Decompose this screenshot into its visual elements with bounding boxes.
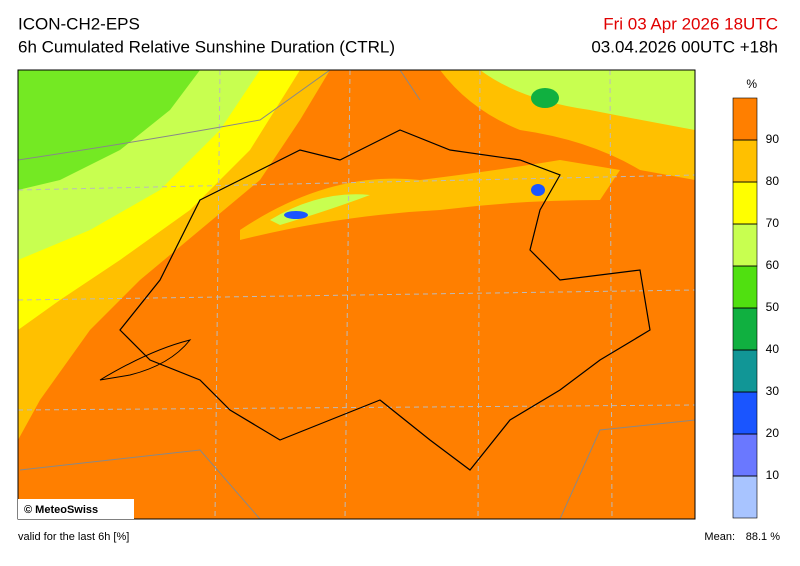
colorbar-unit: % <box>746 77 757 91</box>
copyright-box <box>18 499 134 519</box>
colorbar-tick-label: 90 <box>766 132 780 146</box>
colorbar-tick-label: 80 <box>766 174 780 188</box>
product-title: 6h Cumulated Relative Sunshine Duration … <box>18 37 395 56</box>
colorbar-segment <box>732 139 758 183</box>
mean-label: Mean: <box>704 531 735 543</box>
copyright: © MeteoSwiss <box>24 504 98 516</box>
colorbar-segment <box>732 349 758 393</box>
colorbar-tick-label: 30 <box>766 384 780 398</box>
valid-time: Fri 03 Apr 2026 18UTC <box>603 14 778 33</box>
colorbar-segment <box>732 265 758 309</box>
colorbar-segment <box>732 433 758 477</box>
field-area <box>480 70 695 130</box>
field-area <box>240 160 620 240</box>
footer-note: valid for the last 6h [%] <box>18 531 129 543</box>
colorbar-segment <box>732 223 758 267</box>
colorbar-segment <box>732 475 758 519</box>
grid-lines <box>18 70 695 519</box>
colorbar-tick-label: 40 <box>766 342 780 356</box>
colorbar-tick-label: 60 <box>766 258 780 272</box>
lake <box>99 339 192 381</box>
map: © MeteoSwiss <box>17 69 696 520</box>
border <box>119 129 651 471</box>
model-title: ICON-CH2-EPS <box>18 14 140 33</box>
colorbar-tick-label: 10 <box>766 468 780 482</box>
mean-value: 88.1 % <box>746 531 780 543</box>
map-frame <box>17 69 696 520</box>
colorbar-segment <box>732 97 758 141</box>
colorbar-tick-label: 20 <box>766 426 780 440</box>
field-area <box>531 88 559 108</box>
colorbar-tick-label: 70 <box>766 216 780 230</box>
colorbar-segment <box>732 181 758 225</box>
field-area <box>284 211 308 219</box>
field-area <box>18 70 200 190</box>
colorbar-segment <box>732 307 758 351</box>
run-time: 03.04.2026 00UTC +18h <box>591 37 778 56</box>
colorbar: % 10 20 30 40 50 60 70 80 90 <box>732 77 780 519</box>
colorbar-tick-label: 50 <box>766 300 780 314</box>
colorbar-segment <box>732 391 758 435</box>
field-area <box>531 184 545 196</box>
region-lines <box>18 70 695 519</box>
